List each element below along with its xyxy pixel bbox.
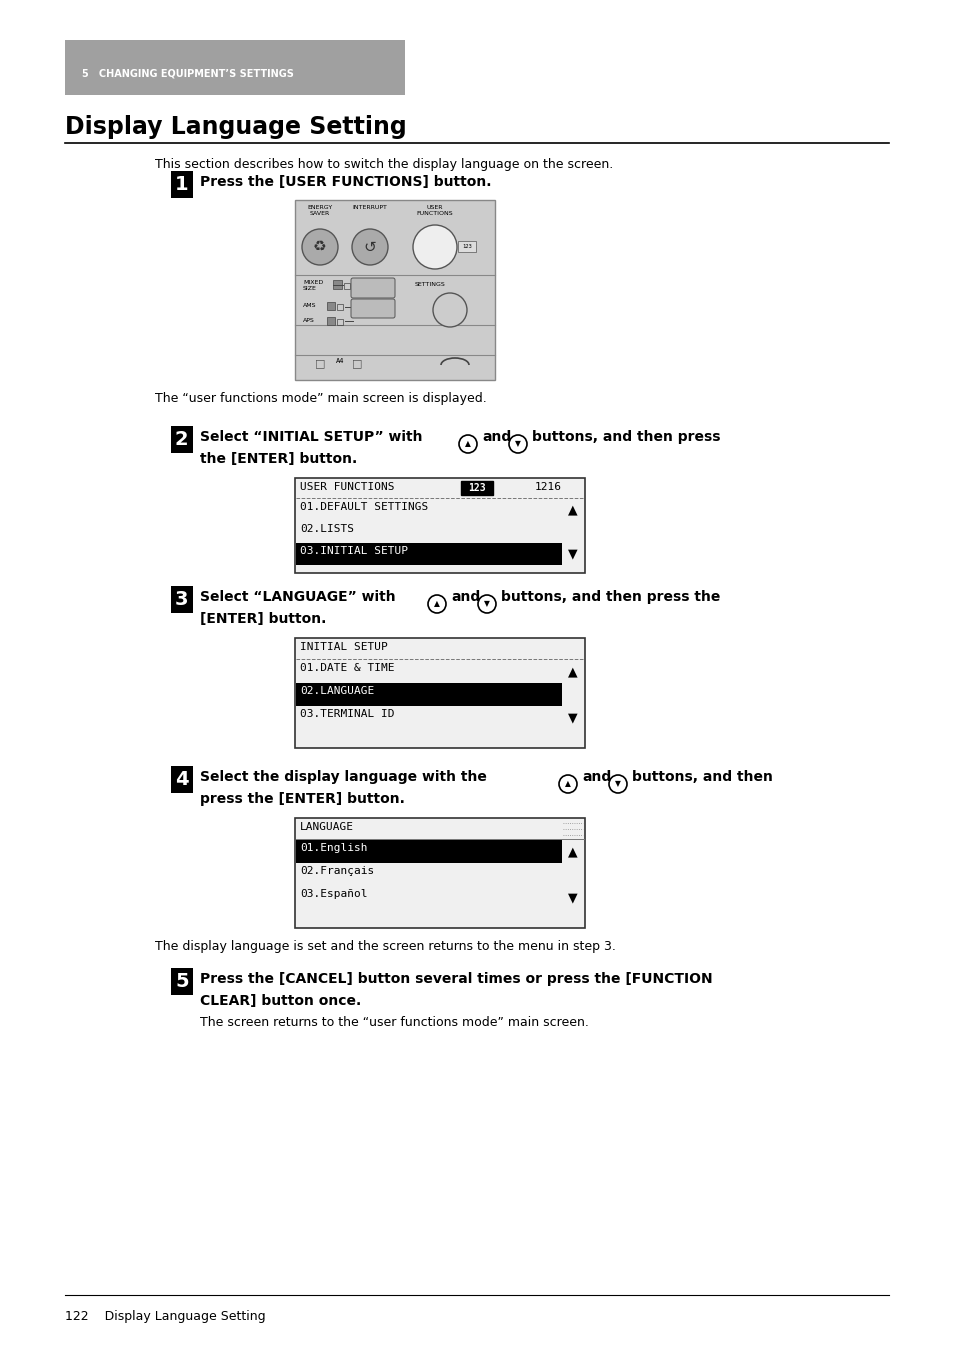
Text: buttons, and then press: buttons, and then press <box>532 430 720 444</box>
Bar <box>294 638 584 748</box>
Text: 4: 4 <box>174 770 189 789</box>
Bar <box>336 319 343 326</box>
Bar <box>65 41 405 95</box>
Text: Press the [USER FUNCTIONS] button.: Press the [USER FUNCTIONS] button. <box>200 176 491 189</box>
Text: INITIAL SETUP: INITIAL SETUP <box>299 642 387 653</box>
Text: and: and <box>481 430 511 444</box>
Text: 03.TERMINAL ID: 03.TERMINAL ID <box>299 709 395 719</box>
Text: 5: 5 <box>174 971 189 992</box>
Text: ▼: ▼ <box>568 547 578 561</box>
Text: and: and <box>451 590 479 604</box>
Bar <box>327 303 335 309</box>
Text: USER FUNCTIONS: USER FUNCTIONS <box>299 482 395 492</box>
Bar <box>336 304 343 309</box>
Text: □: □ <box>352 358 362 367</box>
Bar <box>333 280 341 289</box>
Text: Select “INITIAL SETUP” with: Select “INITIAL SETUP” with <box>200 430 422 444</box>
Bar <box>460 481 493 494</box>
Bar <box>344 282 350 289</box>
Text: and: and <box>581 770 611 784</box>
Bar <box>295 684 561 707</box>
Text: SETTINGS: SETTINGS <box>415 282 445 286</box>
Text: ENERGY
SAVER: ENERGY SAVER <box>307 205 333 216</box>
Text: buttons, and then: buttons, and then <box>631 770 772 784</box>
Text: The screen returns to the “user functions mode” main screen.: The screen returns to the “user function… <box>200 1016 588 1029</box>
Circle shape <box>433 293 467 327</box>
Text: Select the display language with the: Select the display language with the <box>200 770 486 784</box>
Text: 02.Français: 02.Français <box>299 866 374 875</box>
Text: 02.LISTS: 02.LISTS <box>299 524 354 534</box>
Text: A4: A4 <box>335 358 344 363</box>
Circle shape <box>352 230 388 265</box>
Text: 123: 123 <box>461 245 472 250</box>
Text: Select “LANGUAGE” with: Select “LANGUAGE” with <box>200 590 395 604</box>
Text: INTERRUPT: INTERRUPT <box>353 205 387 209</box>
Text: 2: 2 <box>174 430 189 449</box>
Bar <box>295 543 561 565</box>
Text: LANGUAGE: LANGUAGE <box>299 821 354 832</box>
Text: ▲: ▲ <box>568 504 578 516</box>
FancyBboxPatch shape <box>351 299 395 317</box>
Bar <box>327 317 335 326</box>
Text: ♻: ♻ <box>313 239 327 254</box>
Text: ↺: ↺ <box>363 239 376 254</box>
Text: the [ENTER] button.: the [ENTER] button. <box>200 453 356 466</box>
Text: 1216: 1216 <box>535 482 561 492</box>
Text: The display language is set and the screen returns to the menu in step 3.: The display language is set and the scre… <box>154 940 616 952</box>
Text: ▲: ▲ <box>568 844 578 858</box>
Text: □: □ <box>314 358 325 367</box>
Text: 3: 3 <box>174 590 189 609</box>
Text: AMS: AMS <box>303 303 316 308</box>
Text: ▲: ▲ <box>568 665 578 678</box>
Text: ▼: ▼ <box>568 892 578 904</box>
Text: 02.LANGUAGE: 02.LANGUAGE <box>299 686 374 696</box>
Text: Display Language Setting: Display Language Setting <box>65 115 406 139</box>
Text: USER
FUNCTIONS: USER FUNCTIONS <box>416 205 453 216</box>
Text: CLEAR] button once.: CLEAR] button once. <box>200 994 361 1008</box>
Bar <box>294 478 584 573</box>
Text: Press the [CANCEL] button several times or press the [FUNCTION: Press the [CANCEL] button several times … <box>200 971 712 986</box>
Bar <box>294 200 495 380</box>
Text: ▼: ▼ <box>568 711 578 724</box>
Text: MIXED
SIZE: MIXED SIZE <box>303 280 323 290</box>
FancyBboxPatch shape <box>351 278 395 299</box>
Text: 5   CHANGING EQUIPMENT’S SETTINGS: 5 CHANGING EQUIPMENT’S SETTINGS <box>82 68 294 78</box>
Text: APS: APS <box>303 317 314 323</box>
Text: ▲: ▲ <box>464 439 471 449</box>
Bar <box>457 240 476 253</box>
Text: 01.DATE & TIME: 01.DATE & TIME <box>299 663 395 673</box>
Text: ▲: ▲ <box>434 600 439 608</box>
Text: buttons, and then press the: buttons, and then press the <box>500 590 720 604</box>
Bar <box>294 817 584 928</box>
Bar <box>295 840 561 863</box>
Circle shape <box>302 230 337 265</box>
Text: 01.English: 01.English <box>299 843 367 852</box>
Text: The “user functions mode” main screen is displayed.: The “user functions mode” main screen is… <box>154 392 486 405</box>
Text: 03.INITIAL SETUP: 03.INITIAL SETUP <box>299 546 408 557</box>
Circle shape <box>413 226 456 269</box>
Text: ▼: ▼ <box>483 600 490 608</box>
Text: ▼: ▼ <box>515 439 520 449</box>
Text: press the [ENTER] button.: press the [ENTER] button. <box>200 792 404 807</box>
Text: 01.DEFAULT SETTINGS: 01.DEFAULT SETTINGS <box>299 503 428 512</box>
Text: ▼: ▼ <box>615 780 620 789</box>
Text: 122    Display Language Setting: 122 Display Language Setting <box>65 1310 265 1323</box>
Text: ▲: ▲ <box>564 780 570 789</box>
Text: 1: 1 <box>174 176 189 195</box>
Text: [ENTER] button.: [ENTER] button. <box>200 612 326 626</box>
Text: 03.Español: 03.Español <box>299 889 367 898</box>
Text: This section describes how to switch the display language on the screen.: This section describes how to switch the… <box>154 158 613 172</box>
Text: 123: 123 <box>468 484 485 493</box>
